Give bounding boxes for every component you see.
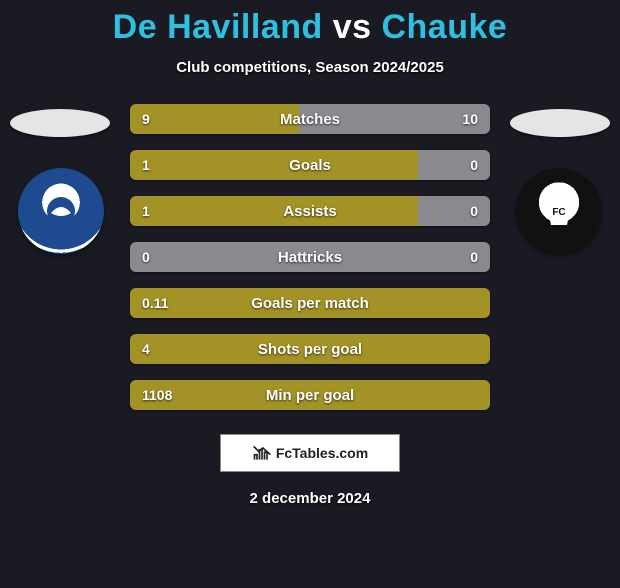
stat-row: Goals per match0.11	[130, 288, 490, 318]
stat-value-right: 0	[458, 150, 490, 180]
stat-row: Shots per goal4	[130, 334, 490, 364]
player1-club-crest	[18, 168, 104, 254]
player1-name: De Havilland	[113, 8, 323, 46]
comparison-content: FC Matches910Goals10Assists10Hattricks00…	[0, 104, 620, 410]
stat-value-left: 0	[130, 242, 162, 272]
player1-photo-placeholder	[10, 109, 110, 137]
stat-label: Assists	[130, 196, 490, 226]
stat-value-left: 4	[130, 334, 162, 364]
stat-row: Assists1 0	[130, 196, 490, 226]
stat-label: Shots per goal	[130, 334, 490, 364]
stat-label: Goals per match	[130, 288, 490, 318]
chart-icon	[252, 443, 272, 463]
stat-label: Matches	[130, 104, 490, 134]
stat-label: Hattricks	[130, 242, 490, 272]
stat-row: Matches9 10	[130, 104, 490, 134]
comparison-title: De Havilland vs Chauke	[0, 8, 620, 47]
stat-row: Goals1 0	[130, 150, 490, 180]
svg-text:FC: FC	[552, 207, 565, 218]
footer-date: 2 december 2024	[0, 490, 620, 507]
stat-value-left: 1108	[130, 380, 184, 410]
stat-value-left: 9	[130, 104, 162, 134]
player2-photo-placeholder	[510, 109, 610, 137]
crest-icon	[41, 191, 81, 231]
player2-name: Chauke	[381, 8, 507, 46]
crest-icon: FC	[539, 191, 579, 231]
stat-value-right: 10	[450, 104, 490, 134]
brand-logo: FcTables.com	[220, 434, 400, 472]
stat-value-left: 1	[130, 196, 162, 226]
stat-row: Min per goal1108	[130, 380, 490, 410]
stat-value-left: 1	[130, 150, 162, 180]
stat-row: Hattricks0 0	[130, 242, 490, 272]
stat-bars-container: Matches910Goals10Assists10Hattricks00Goa…	[130, 104, 490, 410]
stat-value-left: 0.11	[130, 288, 180, 318]
stat-value-right: 0	[458, 196, 490, 226]
brand-text: FcTables.com	[276, 445, 368, 461]
subtitle: Club competitions, Season 2024/2025	[0, 59, 620, 76]
vs-text: vs	[333, 8, 372, 46]
stat-value-right: 0	[458, 242, 490, 272]
player2-club-crest: FC	[516, 168, 602, 254]
stat-label: Goals	[130, 150, 490, 180]
